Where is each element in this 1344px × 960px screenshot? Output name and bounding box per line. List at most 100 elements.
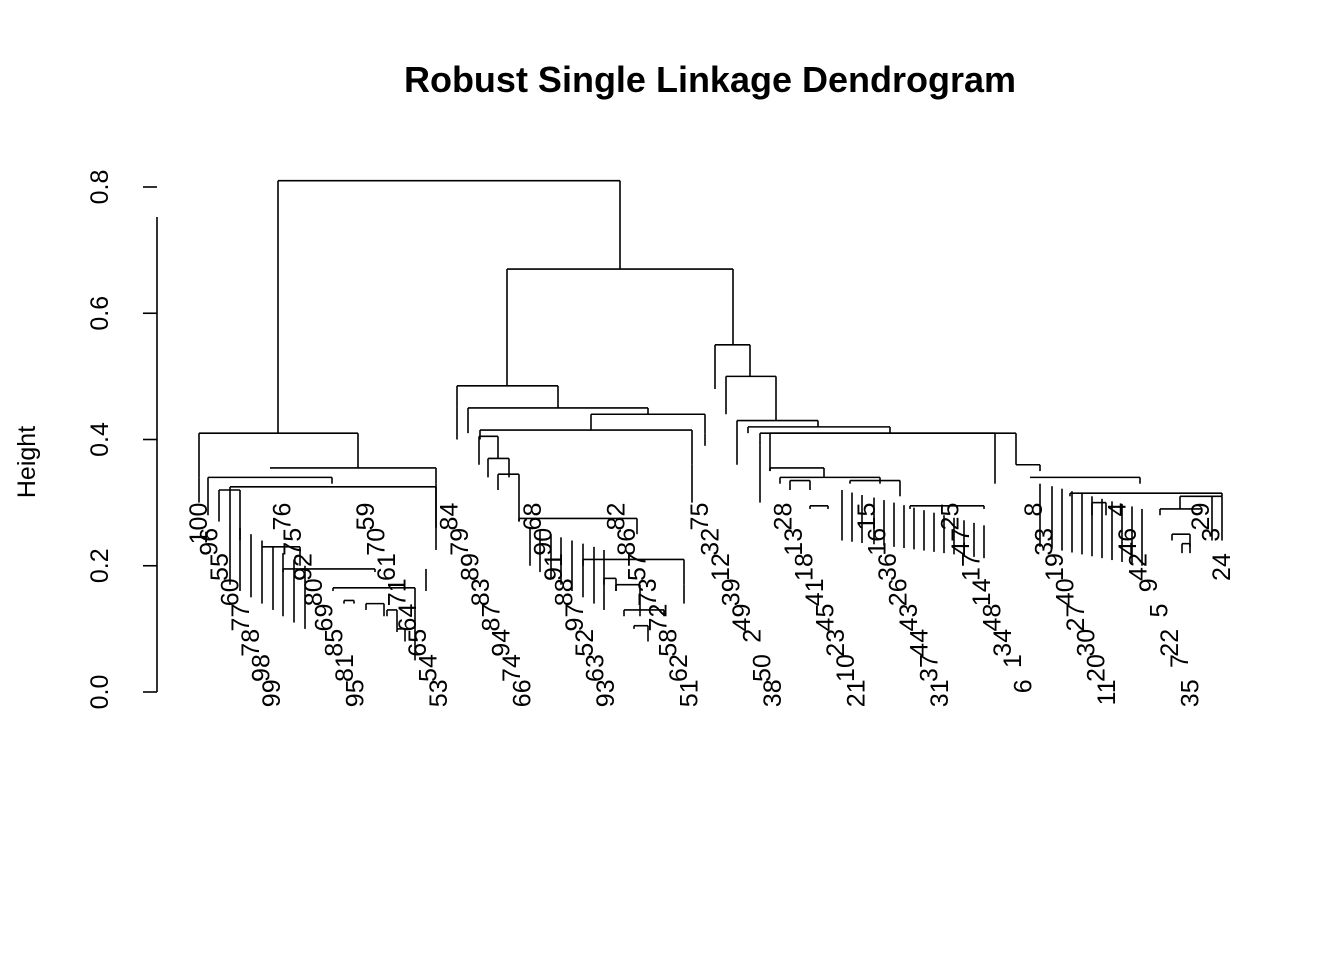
leaf-label: 64 xyxy=(394,604,422,632)
leaf-label: 49 xyxy=(728,604,756,632)
leaf-label: 70 xyxy=(362,528,390,556)
leaf-label: 23 xyxy=(822,629,850,657)
leaf-label: 85 xyxy=(321,629,349,657)
leaf-label: 15 xyxy=(853,503,881,531)
leaf-label: 14 xyxy=(968,578,996,606)
leaf-label: 11 xyxy=(1093,679,1121,705)
leaf-label: 42 xyxy=(1124,553,1152,581)
leaf-label: 75 xyxy=(279,528,307,556)
leaf-label: 59 xyxy=(352,503,380,531)
leaf-label: 35 xyxy=(1177,679,1205,707)
leaf-label: 88 xyxy=(550,578,578,606)
leaf-label: 6 xyxy=(1010,679,1038,693)
leaf-label: 31 xyxy=(926,679,954,707)
leaf-label: 17 xyxy=(957,553,985,581)
leaf-label: 5 xyxy=(1145,604,1173,618)
leaf-label: 58 xyxy=(655,629,683,657)
leaf-label: 94 xyxy=(488,629,516,657)
leaf-label: 61 xyxy=(373,553,401,581)
leaf-label: 38 xyxy=(759,679,787,707)
leaf-label: 83 xyxy=(467,578,495,606)
leaf-label: 40 xyxy=(1051,578,1079,606)
leaf-label: 20 xyxy=(1083,654,1111,682)
leaf-label: 3 xyxy=(1198,528,1226,542)
leaf-label: 99 xyxy=(258,679,286,707)
leaf-label: 69 xyxy=(310,604,338,632)
leaf-label: 62 xyxy=(665,654,693,682)
leaf-label: 24 xyxy=(1208,553,1236,581)
leaf-label: 7 xyxy=(1166,654,1194,668)
leaf-label: 21 xyxy=(843,679,871,707)
leaf-label: 78 xyxy=(237,629,265,657)
leaf-label: 9 xyxy=(1135,578,1163,592)
leaf-label: 46 xyxy=(1114,528,1142,556)
leaf-label: 29 xyxy=(1187,503,1215,531)
leaf-label: 95 xyxy=(342,679,370,707)
leaf-label: 60 xyxy=(216,578,244,606)
leaf-label: 39 xyxy=(717,578,745,606)
leaf-label: 22 xyxy=(1156,629,1184,657)
leaf-label: 96 xyxy=(195,528,223,556)
chart-title: Robust Single Linkage Dendrogram xyxy=(404,59,1016,100)
leaf-label: 8 xyxy=(1020,503,1048,517)
leaf-label: 75 xyxy=(686,503,714,531)
leaf-label: 44 xyxy=(905,629,933,657)
leaf-label: 77 xyxy=(227,604,255,632)
leaf-label: 19 xyxy=(1041,553,1069,581)
dendrogram-tree xyxy=(198,179,1223,661)
leaf-label: 54 xyxy=(415,654,443,682)
leaf-label: 16 xyxy=(864,528,892,556)
leaf-label: 97 xyxy=(561,604,589,632)
y-tick-label: 0.8 xyxy=(86,170,114,205)
leaf-label: 1 xyxy=(999,654,1027,668)
leaf-label: 28 xyxy=(770,503,798,531)
leaf-label: 10 xyxy=(832,654,860,682)
leaf-label: 91 xyxy=(540,553,568,581)
leaf-label: 63 xyxy=(582,654,610,682)
leaf-label: 2 xyxy=(738,629,766,643)
y-tick-label: 0.4 xyxy=(86,422,114,457)
leaf-label: 66 xyxy=(509,679,537,707)
leaf-label: 18 xyxy=(790,553,818,581)
y-tick-label: 0.6 xyxy=(86,296,114,331)
leaf-label: 13 xyxy=(780,528,808,556)
y-axis: 0.0 0.2 0.4 0.6 0.8 xyxy=(86,170,158,709)
leaf-label: 98 xyxy=(248,654,276,682)
leaf-label: 72 xyxy=(644,604,672,632)
leaf-label: 34 xyxy=(989,629,1017,657)
leaf-label: 37 xyxy=(916,654,944,682)
leaf-label: 93 xyxy=(592,679,620,707)
leaf-label: 81 xyxy=(331,654,359,682)
leaf-label: 84 xyxy=(436,503,464,531)
leaf-label: 48 xyxy=(978,604,1006,632)
leaf-label: 65 xyxy=(404,629,432,657)
leaf-label: 51 xyxy=(676,679,704,707)
leaf-label: 47 xyxy=(947,528,975,556)
leaf-label: 41 xyxy=(801,578,829,606)
leaf-label: 68 xyxy=(519,503,547,531)
leaf-label: 89 xyxy=(456,553,484,581)
leaf-label: 36 xyxy=(874,553,902,581)
leaf-label: 50 xyxy=(749,654,777,682)
leaf-label: 43 xyxy=(895,604,923,632)
leaf-label: 92 xyxy=(289,553,317,581)
leaf-label: 79 xyxy=(446,528,474,556)
leaf-label: 4 xyxy=(1104,503,1132,517)
leaf-label: 87 xyxy=(477,604,505,632)
leaf-label: 82 xyxy=(603,503,631,531)
leaf-label: 53 xyxy=(425,679,453,707)
leaf-label: 55 xyxy=(206,553,234,581)
leaf-label: 80 xyxy=(300,578,328,606)
leaf-label: 71 xyxy=(383,578,411,606)
leaf-label: 27 xyxy=(1062,604,1090,632)
leaf-label: 12 xyxy=(707,553,735,581)
leaf-label: 26 xyxy=(884,578,912,606)
leaf-label: 100 xyxy=(185,503,213,545)
leaf-label: 25 xyxy=(937,503,965,531)
leaf-label: 86 xyxy=(613,528,641,556)
leaf-label: 57 xyxy=(623,553,651,581)
y-axis-label: Height xyxy=(13,426,41,498)
leaf-label: 32 xyxy=(697,528,725,556)
leaf-label: 73 xyxy=(634,578,662,606)
